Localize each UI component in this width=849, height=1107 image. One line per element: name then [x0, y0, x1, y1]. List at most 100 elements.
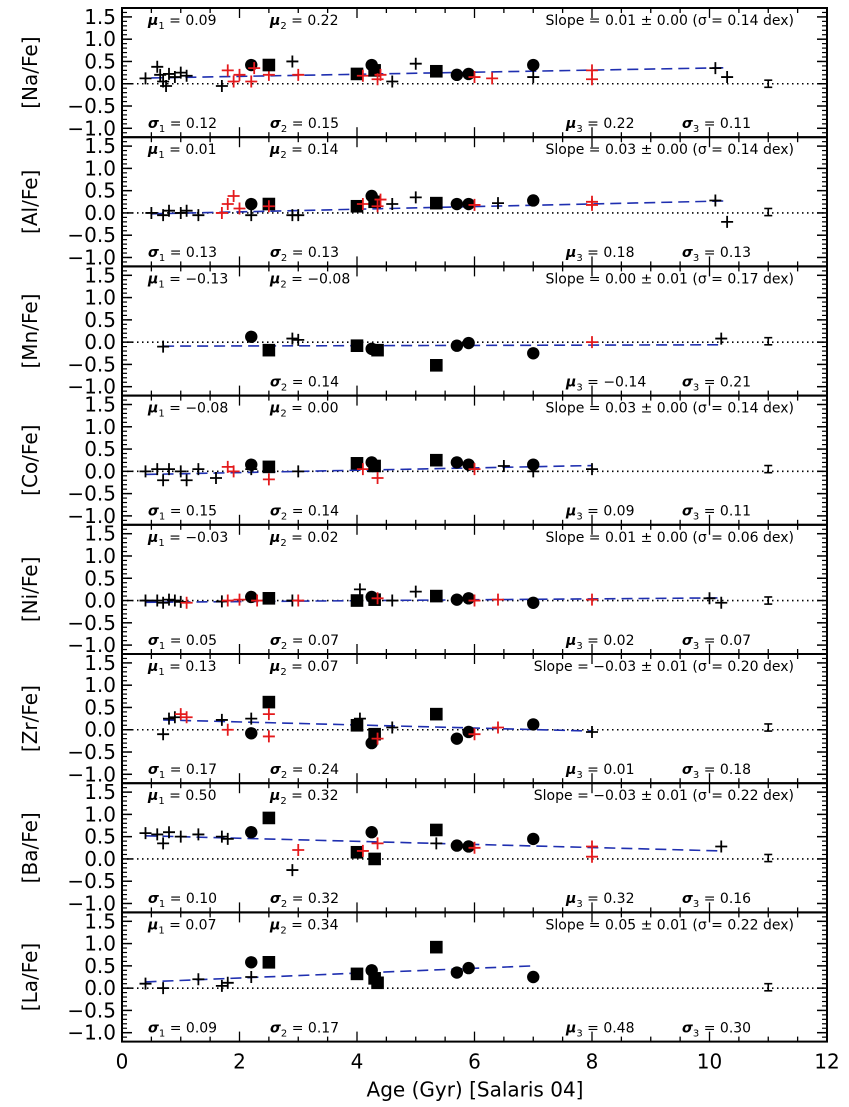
data-point-red-cross	[468, 463, 481, 476]
data-point-black-cross	[715, 596, 728, 609]
data-point-circle	[245, 727, 258, 740]
data-point-black-cross	[497, 459, 510, 472]
data-point-circle	[462, 961, 475, 975]
y-tick-label: 1.0	[84, 673, 116, 697]
data-point-square	[371, 343, 384, 357]
mu3-stat: μ3 = 0.09	[565, 504, 635, 523]
data-point-circle	[527, 458, 540, 471]
data-point-red-cross	[221, 594, 234, 607]
y-tick-label: 1.0	[84, 932, 116, 956]
mu3-stat-value: 0.22	[603, 116, 634, 132]
data-point-circle	[462, 725, 475, 739]
data-point-black-cross	[163, 204, 175, 217]
data-point-red-cross	[486, 72, 499, 85]
y-tick-label: −0.5	[67, 94, 116, 118]
y-tick-label: 0.0	[84, 976, 116, 1000]
mu2-stat-value: 0.14	[307, 142, 338, 158]
data-point-circle	[450, 839, 464, 852]
mu3-stat: μ3 = 0.02	[565, 633, 635, 652]
panel-cofe: 1.51.00.50.0−0.5−1.0 [Co/Fe] μ1 = −0.08 μ2 …	[18, 393, 828, 528]
sigma1-stat-value: 0.12	[186, 116, 217, 132]
data-point-square	[371, 976, 384, 990]
sigma2-stat-value: 0.14	[308, 374, 339, 390]
data-point-black-cross	[139, 72, 152, 85]
y-axis-label: [Ni/Fe]	[18, 557, 42, 623]
data-point-square	[350, 339, 364, 353]
x-axis-label: Age (Gyr) [Salaris 04]	[367, 1078, 584, 1102]
sigma3-stat: σ3 = 0.30	[682, 1020, 751, 1039]
fit-line	[145, 834, 722, 852]
sigma3-stat-value: 0.16	[720, 891, 751, 907]
sigma3-stat-value: 0.21	[720, 374, 751, 390]
mu2-stat-value: 0.07	[307, 659, 338, 675]
data-point-black-cross	[157, 596, 170, 609]
data-point-circle	[462, 458, 475, 471]
data-point-square	[350, 594, 364, 607]
data-point-circle	[462, 67, 475, 81]
sigma3-stat-value: 0.07	[720, 633, 751, 649]
data-point-red-cross	[374, 68, 387, 81]
y-tick-label: 0.0	[84, 718, 116, 742]
x-tick-label: 8	[586, 1050, 599, 1074]
data-point-black-cross	[292, 209, 305, 222]
mu3-stat-value: 0.02	[603, 633, 634, 649]
data-point-black-cross	[245, 209, 258, 222]
data-point-square	[430, 453, 443, 467]
data-point-red-cross	[221, 723, 234, 736]
sigma1-stat: σ1 = 0.17	[148, 762, 217, 781]
data-point-red-cross	[233, 68, 246, 81]
y-tick-label: 1.5	[84, 5, 116, 29]
data-point-black-cross	[157, 340, 170, 353]
data-point-black-cross	[180, 69, 193, 82]
y-tick-label: 1.5	[84, 263, 116, 287]
y-tick-label: 0.5	[84, 695, 116, 719]
data-point-black-cross	[409, 585, 422, 598]
y-tick-label: 0.0	[84, 459, 116, 483]
data-point-black-cross	[715, 332, 728, 345]
mu3-stat: μ3 = 0.48	[565, 1020, 635, 1039]
x-tick-label: 0	[116, 1050, 129, 1074]
sigma2-stat: σ2 = 0.17	[270, 1020, 339, 1039]
data-point-black-cross	[721, 71, 734, 84]
mu2-stat: μ2 = 0.22	[269, 13, 339, 32]
data-point-red-cross	[221, 198, 234, 211]
representative-error-bar	[764, 464, 773, 474]
y-tick-label: 0.5	[84, 437, 116, 461]
data-point-red-cross	[245, 75, 258, 88]
data-point-black-cross	[151, 828, 164, 841]
sigma1-stat-value: 0.13	[186, 245, 217, 261]
y-axis-label: [Na/Fe]	[18, 36, 42, 108]
representative-error-bar	[764, 79, 773, 89]
data-point-red-cross	[586, 593, 598, 606]
representative-error-bar	[764, 596, 773, 605]
x-tick-label: 6	[468, 1050, 481, 1074]
y-tick-label: 0.0	[84, 72, 116, 96]
data-point-black-cross	[353, 712, 366, 725]
slope-annotation: Slope = 0.01 ± 0.00 (σ = 0.14 dex)	[546, 13, 795, 29]
mu3-stat-value: −0.14	[603, 374, 646, 390]
mu1-stat-value: 0.07	[185, 917, 216, 933]
data-point-black-cross	[180, 204, 193, 217]
y-tick-label: −0.5	[67, 352, 116, 376]
sigma1-stat-value: 0.09	[186, 1020, 217, 1036]
sigma1-stat: σ1 = 0.05	[148, 633, 217, 652]
mu3-stat-value: 0.09	[603, 504, 634, 520]
data-point-circle	[527, 347, 540, 360]
x-tick-label: 2	[233, 1050, 246, 1074]
data-point-square	[262, 343, 276, 357]
data-point-red-cross	[233, 593, 246, 606]
data-point-red-cross	[371, 837, 384, 850]
mu3-stat-value: 0.48	[603, 1020, 634, 1036]
data-point-red-cross	[356, 69, 369, 82]
data-point-red-cross	[262, 708, 275, 721]
y-tick-label: 1.5	[84, 909, 116, 933]
data-point-square	[430, 196, 443, 210]
data-point-circle	[527, 832, 540, 846]
data-point-circle	[450, 68, 464, 82]
mu2-stat-value: 0.02	[307, 530, 338, 546]
y-tick-label: −0.5	[67, 223, 116, 247]
mu1-stat: μ1 = 0.13	[147, 659, 217, 678]
data-point-red-cross	[262, 200, 275, 213]
mu2-stat: μ2 = 0.34	[269, 917, 339, 936]
data-point-red-cross	[251, 594, 264, 607]
